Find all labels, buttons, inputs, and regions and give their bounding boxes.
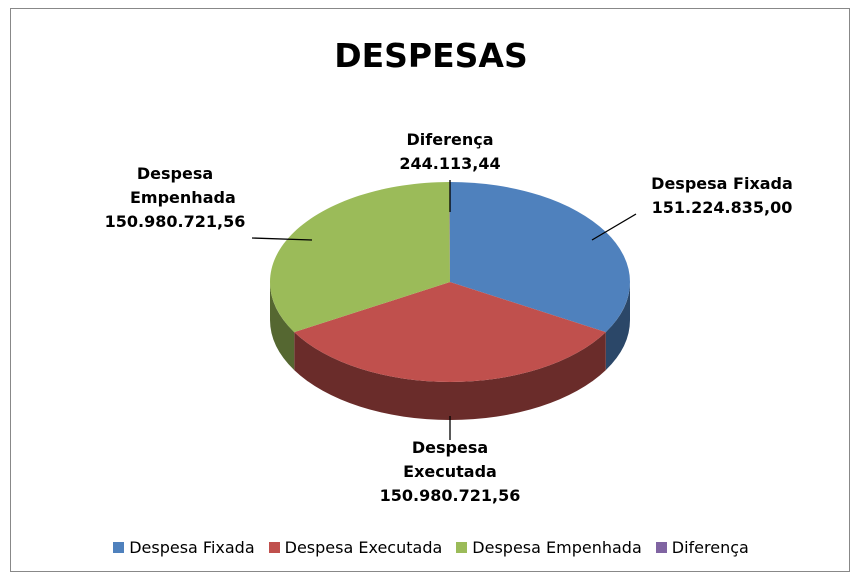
legend-label: Diferença bbox=[671, 538, 749, 557]
data-label-value: 150.980.721,56 bbox=[379, 486, 521, 505]
legend-item: Despesa Executada bbox=[268, 538, 443, 557]
data-label-name: Despesa Empenhada bbox=[130, 164, 236, 207]
pie-side bbox=[605, 282, 630, 371]
legend-swatch bbox=[655, 542, 667, 553]
data-label: Despesa Executada 150.980.721,56 bbox=[360, 436, 540, 508]
legend-swatch bbox=[113, 542, 125, 553]
data-label-value: 244.113,44 bbox=[399, 154, 501, 173]
legend-label: Despesa Fixada bbox=[129, 538, 255, 557]
pie-slice bbox=[269, 182, 450, 333]
legend-label: Despesa Executada bbox=[284, 538, 443, 557]
data-label: Diferença 244.113,44 bbox=[360, 128, 540, 176]
pie-slice bbox=[294, 282, 606, 383]
pie-side bbox=[294, 332, 606, 421]
data-label-name: Diferença bbox=[406, 130, 494, 149]
legend-swatch bbox=[268, 542, 280, 553]
data-label: Despesa Empenhada 150.980.721,56 bbox=[90, 162, 260, 234]
leader-line bbox=[251, 237, 313, 241]
legend-swatch bbox=[456, 542, 468, 553]
legend-label: Despesa Empenhada bbox=[472, 538, 642, 557]
legend-item: Diferença bbox=[655, 538, 749, 557]
leader-line bbox=[591, 213, 637, 241]
data-label: Despesa Fixada 151.224.835,00 bbox=[632, 172, 812, 220]
pie-side bbox=[270, 282, 295, 371]
legend-item: Despesa Fixada bbox=[113, 538, 255, 557]
chart-title: DESPESAS bbox=[334, 36, 528, 75]
data-label-value: 151.224.835,00 bbox=[651, 198, 793, 217]
pie-slice bbox=[450, 182, 630, 333]
legend: Despesa Fixada Despesa Executada Despesa E… bbox=[0, 538, 862, 557]
data-label-value: 150.980.721,56 bbox=[104, 212, 246, 231]
data-label-name: Despesa Fixada bbox=[651, 174, 793, 193]
legend-item: Despesa Empenhada bbox=[456, 538, 642, 557]
data-label-name: Despesa Executada bbox=[403, 438, 497, 481]
